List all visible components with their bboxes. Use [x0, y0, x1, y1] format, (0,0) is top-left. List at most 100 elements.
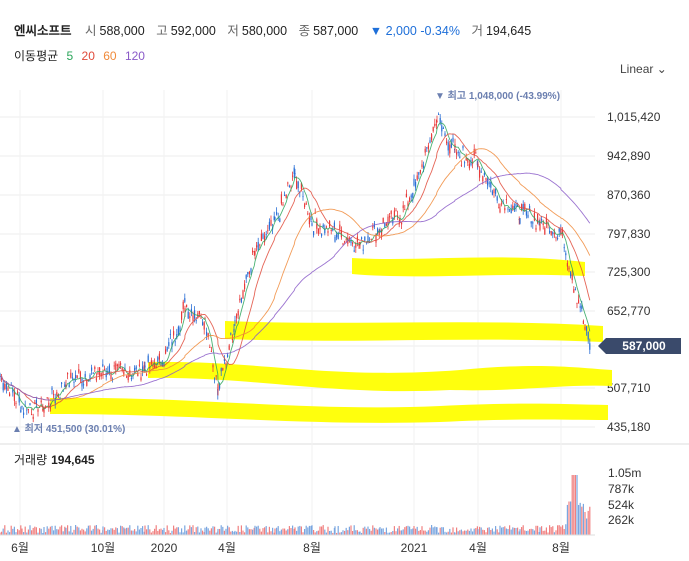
volume-bar: [2, 528, 4, 535]
candle-body: [171, 341, 173, 347]
candle-body: [168, 342, 170, 346]
volume-bar: [541, 526, 543, 535]
volume-tick-label: 1.05m: [608, 466, 641, 480]
candle-body: [288, 185, 290, 187]
candle-body: [344, 241, 346, 243]
volume-bar: [337, 525, 339, 535]
candle-body: [146, 373, 148, 376]
y-tick-label: 870,360: [607, 188, 651, 202]
volume-bar: [87, 525, 89, 535]
volume-bar: [460, 529, 462, 535]
volume-bar: [194, 531, 196, 535]
volume-bar: [68, 531, 70, 535]
candle-body: [123, 371, 125, 375]
x-tick-label: 4월: [218, 541, 236, 555]
candle-body: [480, 171, 482, 173]
volume-bar: [467, 529, 469, 535]
volume-bar: [387, 532, 389, 535]
candle-body: [143, 365, 145, 371]
candle-body: [61, 382, 63, 384]
volume-bar: [300, 526, 302, 535]
candle-body: [10, 385, 12, 387]
candle-body: [91, 367, 93, 371]
candle-body: [524, 203, 526, 211]
candle-body: [412, 193, 414, 198]
volume-bar: [573, 475, 575, 535]
volume-bar: [491, 528, 493, 535]
volume-bar: [319, 526, 321, 535]
candle-body: [304, 204, 306, 208]
volume-bar: [155, 525, 157, 535]
ma-5[interactable]: 5: [66, 49, 74, 63]
volume-bar: [412, 528, 414, 535]
volume-bar: [94, 525, 96, 535]
candle-body: [230, 333, 232, 335]
volume-bar: [165, 532, 167, 535]
volume-bar: [538, 531, 540, 535]
candle-body: [121, 368, 123, 371]
moving-average-line: [0, 148, 591, 401]
candle-body: [9, 393, 11, 397]
volume-bar: [347, 530, 349, 535]
candle-body: [37, 409, 39, 412]
candle-body: [219, 385, 221, 389]
volume-bar: [54, 525, 56, 535]
volume-bar: [192, 525, 194, 535]
volume-bar: [177, 527, 179, 535]
volume-bar: [195, 527, 197, 535]
scale-toggle[interactable]: Linear ⌄: [620, 62, 667, 76]
candle-body: [542, 223, 544, 225]
candle-body: [176, 334, 178, 339]
candle-body: [284, 195, 286, 197]
candle-body: [268, 221, 270, 230]
volume-bar: [248, 529, 250, 535]
candle-body: [40, 400, 42, 403]
highlight-band: [148, 361, 612, 392]
candle-body: [13, 392, 15, 401]
candle-body: [589, 343, 591, 350]
volume-bar: [369, 528, 371, 535]
volume-bar: [560, 527, 562, 535]
volume-bar: [10, 525, 12, 535]
volume-bar: [59, 526, 61, 535]
candle-body: [184, 308, 186, 312]
volume-bar: [91, 530, 93, 535]
volume-bar: [262, 528, 264, 535]
volume-bar: [505, 528, 507, 535]
volume-bar: [418, 530, 420, 535]
candle-body: [134, 368, 136, 371]
candle-body: [407, 202, 409, 207]
candle-body: [545, 217, 547, 225]
volume-bar: [487, 527, 489, 535]
candle-body: [510, 209, 512, 214]
volume-bar: [539, 527, 541, 535]
ma-20[interactable]: 20: [81, 49, 95, 63]
candle-body: [316, 219, 318, 229]
candle-body: [501, 203, 503, 205]
candle-body: [71, 377, 73, 379]
candle-body: [353, 250, 355, 252]
ma-120[interactable]: 120: [124, 49, 145, 63]
volume-bar: [365, 528, 367, 535]
volume-bar: [563, 528, 565, 535]
candle-body: [86, 379, 88, 386]
candle-body: [144, 365, 146, 368]
volume-bar: [48, 528, 50, 535]
candle-body: [582, 320, 584, 324]
candle-body: [319, 226, 321, 230]
candle-body: [416, 175, 418, 180]
volume-bar: [244, 532, 246, 535]
volume-bar: [581, 506, 583, 535]
candle-body: [162, 364, 164, 366]
volume-bar: [168, 530, 170, 535]
candle-body: [147, 355, 149, 362]
volume-bar: [0, 532, 1, 535]
candle-body: [488, 182, 490, 184]
candle-body: [231, 338, 233, 341]
candle-body: [538, 221, 540, 225]
ma-60[interactable]: 60: [103, 49, 117, 63]
candle-body: [491, 191, 493, 195]
candle-body: [467, 158, 469, 163]
candle-body: [573, 289, 575, 293]
